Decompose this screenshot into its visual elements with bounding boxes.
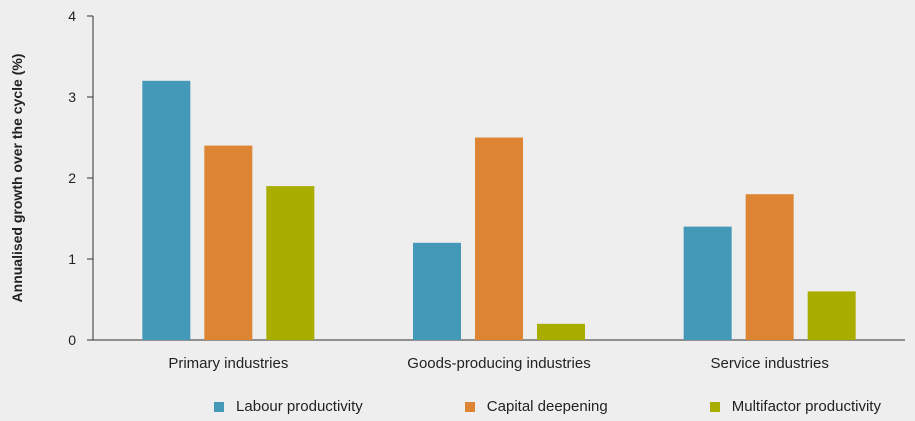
legend-item-capital: Capital deepening <box>464 398 608 415</box>
legend-item-multifactor: Multifactor productivity <box>709 398 881 415</box>
bar-multifactor-productivity <box>537 323 585 340</box>
legend-label-labour: Labour productivity <box>236 398 363 415</box>
bar-labour-productivity <box>142 80 191 341</box>
bar-labour-productivity <box>683 226 732 340</box>
legend-label-capital: Capital deepening <box>486 398 608 415</box>
y-tick-label: 3 <box>68 89 76 105</box>
bar-multifactor-productivity <box>266 186 315 340</box>
legend-item-labour: Labour productivity <box>214 398 363 415</box>
y-tick-label: 4 <box>68 8 76 24</box>
bars <box>142 80 856 341</box>
bar-capital-deepening <box>745 194 794 340</box>
x-category-label: Primary industries <box>168 355 288 372</box>
bar-labour-productivity <box>413 242 461 340</box>
y-tick-label: 0 <box>68 332 76 348</box>
y-axis-title: Annualised growth over the cycle (%) <box>9 54 25 303</box>
bar-multifactor-productivity <box>807 291 856 340</box>
y-tick-label: 1 <box>68 251 76 267</box>
y-tick-label: 2 <box>68 170 76 186</box>
y-axis: 0 1 2 3 4 <box>68 8 94 348</box>
legend-swatch-capital <box>464 401 475 412</box>
legend-swatch-multifactor <box>709 401 720 412</box>
legend-swatch-labour <box>214 401 225 412</box>
bar-capital-deepening <box>475 137 523 340</box>
legend: Labour productivity Capital deepening Mu… <box>0 398 915 415</box>
x-category-label: Goods-producing industries <box>407 355 590 372</box>
x-axis: Primary industries Goods-producing indust… <box>93 339 905 372</box>
legend-label-multifactor: Multifactor productivity <box>731 398 881 415</box>
x-category-label: Service industries <box>710 355 828 372</box>
bar-capital-deepening <box>204 145 253 340</box>
